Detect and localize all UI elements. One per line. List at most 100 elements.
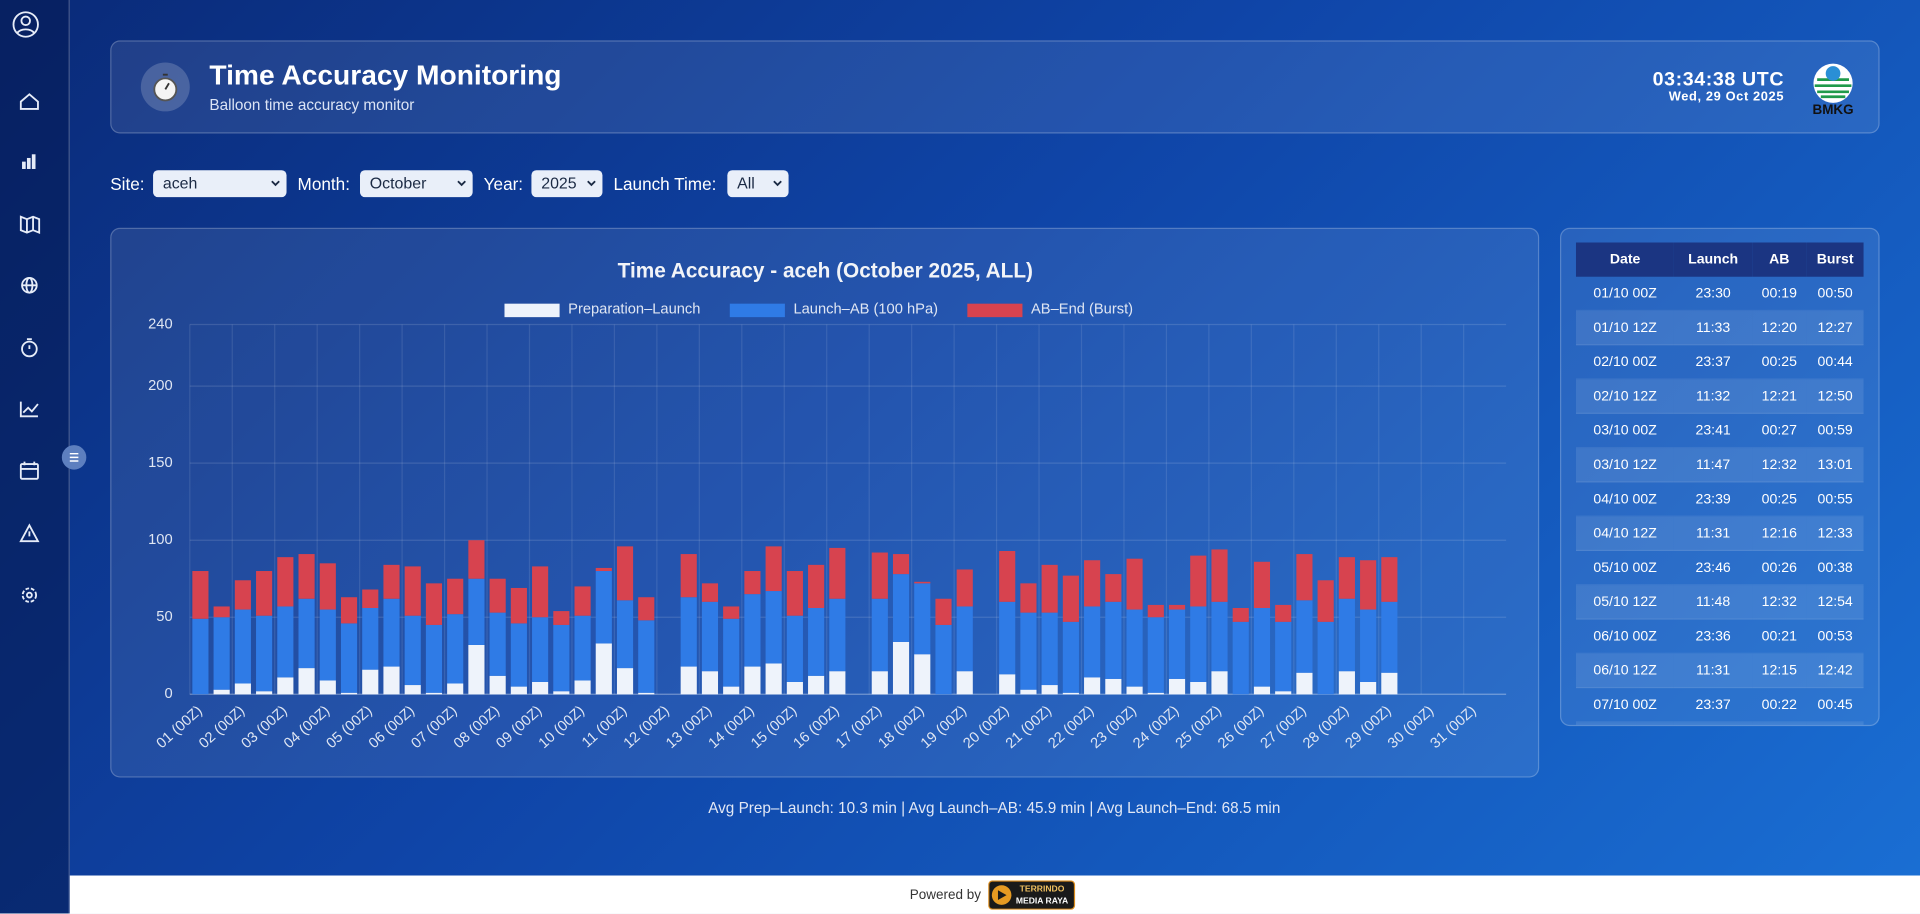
bar-segment [192,571,209,619]
stopwatch-icon [140,62,190,112]
logo-bottom: MEDIA RAYA [1016,896,1068,906]
table-cell: 12:21 [1751,378,1807,414]
x-tick-label: 04 (00Z) [281,703,333,752]
bar-segment [786,615,803,682]
filter-label: Month: [297,173,350,194]
bar-segment [298,668,315,695]
table-cell: 12:50 [1806,378,1864,414]
table-cell: 05/10 12Z [1575,584,1675,620]
bar-segment [935,598,952,625]
settings-icon[interactable] [21,587,38,603]
x-tick-label: 01 (00Z) [154,703,206,752]
table-cell: 07/10 12Z [1575,721,1675,725]
column-header: Date [1575,242,1675,277]
table-cell: 06/10 00Z [1575,618,1675,654]
table-row: 03/10 12Z 11:47 12:32 13:01 [1575,447,1864,483]
table-cell: 13:01 [1806,447,1864,483]
table-cell: 11:31 [1674,516,1752,552]
globe-icon[interactable] [21,277,38,294]
bar-segment [256,691,273,695]
bar-segment [256,615,273,692]
bar-segment [574,680,591,695]
bar-segment [362,669,379,695]
calendar-icon[interactable] [19,461,39,480]
x-tick-label: 17 (00Z) [833,703,885,752]
bar-segment [999,674,1016,695]
bar-segment [956,569,973,607]
bar-segment [319,563,336,610]
bar-segment [532,566,549,618]
filter-select[interactable]: October [360,170,473,198]
legend-label: Launch–AB (100 hPa) [793,302,938,318]
table-cell: 23:46 [1674,550,1752,586]
timer-icon[interactable] [21,338,38,358]
x-tick-label: 03 (00Z) [239,703,291,752]
bar-segment [340,597,358,624]
home-icon[interactable] [19,93,39,110]
select-chevron [773,180,782,187]
bar-segment [1147,604,1164,618]
x-tick-label: 07 (00Z) [408,703,460,752]
x-tick-label: 19 (00Z) [918,703,970,752]
table-row: 04/10 12Z 11:31 12:16 12:33 [1575,516,1864,552]
bar-segment [234,609,251,684]
sidebar-toggle[interactable] [61,444,87,470]
table-row: 04/10 00Z 23:39 00:25 00:55 [1575,481,1864,517]
table-cell: 12:33 [1806,516,1864,552]
bar-chart-icon[interactable] [22,154,36,169]
filter-select[interactable]: All [727,170,789,198]
column-header: AB [1751,242,1807,277]
bar-segment [1062,575,1079,622]
table-cell: 00:50 [1806,276,1864,312]
map-icon[interactable] [19,215,41,235]
bar-segment [1084,560,1101,607]
launch-table: Date Launch AB Burst 01/10 00Z 23:30 00:19 00:5… [1575,242,1864,725]
bar-segment [1275,604,1292,622]
bar-segment [447,578,464,615]
table-cell: 00:53 [1806,618,1864,654]
bar-segment [362,589,379,609]
table-cell: 12:02 [1674,721,1752,725]
bar-segment [1084,606,1101,678]
bar-segment [956,671,973,695]
summary: Avg Prep–Launch: 10.3 min | Avg Launch–A… [708,799,1281,817]
bar-segment [1360,609,1377,682]
profile-icon[interactable] [12,11,39,38]
bar-segment [999,601,1016,675]
bar-segment [914,581,931,584]
bar-segment [1190,681,1207,695]
bar-segment [999,550,1016,602]
x-tick-label: 15 (00Z) [748,703,800,752]
table-cell: 05/10 00Z [1575,550,1675,586]
line-chart-icon[interactable] [19,401,39,418]
bar-segment [532,617,549,682]
table-cell: 00:25 [1751,481,1807,517]
table-row: 02/10 00Z 23:37 00:25 00:44 [1575,344,1864,380]
table-cell: 00:38 [1806,550,1864,586]
bar-segment [914,583,931,655]
table-cell: 12:42 [1806,653,1864,689]
bar-segment [701,583,719,602]
table-cell: 12:32 [1751,584,1807,620]
x-tick-label: 20 (00Z) [960,703,1012,752]
bar-segment [701,671,719,695]
table-cell: 02/10 12Z [1575,378,1675,414]
alert-icon[interactable] [19,523,40,543]
bar-segment [256,571,273,616]
bar-segment [1105,678,1122,695]
bar-segment [680,666,697,695]
bar-segment [1168,678,1186,695]
bar-segment [425,583,443,625]
table-scroll[interactable]: Date Launch AB Burst 01/10 00Z 23:30 00:19 00:5… [1575,242,1864,725]
table-cell: 23:36 [1674,618,1752,654]
x-tick-label: 08 (00Z) [451,703,503,752]
table-cell: 12:54 [1806,584,1864,620]
bar-segment [892,574,910,642]
bar-segment [808,608,825,676]
filter-select[interactable]: 2025 [531,170,603,198]
x-tick-label: 09 (00Z) [493,703,545,752]
filter-select[interactable]: aceh [153,170,287,198]
bar-segment [574,615,591,681]
x-tick-label: 27 (00Z) [1258,703,1310,752]
chevron [271,180,280,187]
